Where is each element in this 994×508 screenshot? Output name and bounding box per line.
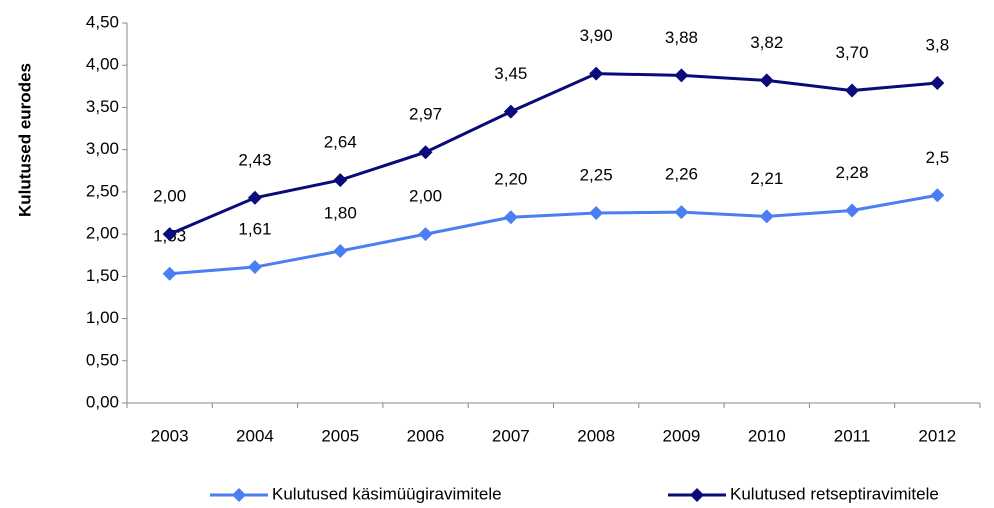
x-tick-label: 2003 — [151, 426, 189, 445]
x-tick-label: 2005 — [321, 426, 359, 445]
y-tick-label: 4,00 — [86, 55, 119, 74]
data-label: 2,64 — [324, 133, 357, 152]
data-label: 2,28 — [836, 163, 869, 182]
x-tick-label: 2004 — [236, 426, 274, 445]
y-tick-label: 1,00 — [86, 308, 119, 327]
data-label: 1,80 — [324, 203, 357, 222]
data-label: 2,20 — [494, 170, 527, 189]
y-axis-label: Kulutused eurodes — [15, 63, 34, 217]
x-tick-label: 2006 — [407, 426, 445, 445]
y-tick-label: 0,00 — [86, 392, 119, 411]
legend-marker — [690, 488, 704, 502]
y-tick-label: 4,50 — [86, 12, 119, 31]
y-tick-label: 3,00 — [86, 139, 119, 158]
data-label: 1,61 — [238, 220, 271, 239]
series-line — [169, 72, 938, 236]
point — [674, 205, 689, 220]
x-tick-label: 2010 — [748, 426, 786, 445]
y-tick-label: 2,00 — [86, 224, 119, 243]
data-label: 3,70 — [836, 43, 869, 62]
x-tick-label: 2012 — [918, 426, 956, 445]
data-label: 3,90 — [580, 26, 613, 45]
point — [162, 266, 177, 281]
x-tick-label: 2011 — [834, 426, 871, 445]
data-label: 3,82 — [750, 33, 783, 52]
data-label: 3,88 — [665, 28, 698, 47]
point — [589, 206, 604, 220]
point — [247, 190, 262, 205]
y-tick-label: 3,50 — [86, 97, 119, 116]
x-tick-label: 2008 — [577, 426, 615, 445]
data-label: 2,43 — [238, 150, 271, 169]
point — [759, 73, 774, 88]
series-line — [169, 193, 938, 276]
data-label: 3,45 — [494, 64, 527, 83]
legend-label: Kulutused käsimüügiravimitele — [272, 484, 502, 503]
point — [759, 209, 774, 224]
data-label: 2,21 — [750, 169, 783, 188]
x-tick-label: 2007 — [492, 426, 530, 445]
legend-label: Kulutused retseptiravimitele — [730, 484, 939, 503]
data-label: 2,5 — [926, 148, 950, 167]
point — [845, 83, 860, 98]
point — [333, 173, 348, 188]
data-label: 2,97 — [409, 105, 442, 124]
data-label: 2,26 — [665, 165, 698, 184]
x-tick-label: 2009 — [663, 426, 701, 445]
point — [162, 227, 177, 242]
point — [674, 68, 689, 83]
point — [247, 260, 262, 275]
y-tick-label: 2,50 — [86, 181, 119, 200]
data-label: 2,25 — [580, 165, 613, 184]
data-label: 2,00 — [409, 187, 442, 206]
point — [503, 104, 518, 119]
point — [589, 66, 604, 81]
point — [418, 227, 433, 242]
point — [930, 188, 945, 203]
point — [845, 203, 860, 218]
y-tick-label: 0,50 — [86, 350, 119, 369]
point — [418, 145, 433, 160]
data-label: 3,8 — [926, 35, 950, 54]
legend-marker — [232, 488, 246, 502]
point — [930, 75, 945, 90]
y-tick-label: 1,50 — [86, 266, 119, 285]
point — [503, 210, 518, 225]
data-label: 2,00 — [153, 187, 186, 206]
point — [333, 244, 348, 258]
